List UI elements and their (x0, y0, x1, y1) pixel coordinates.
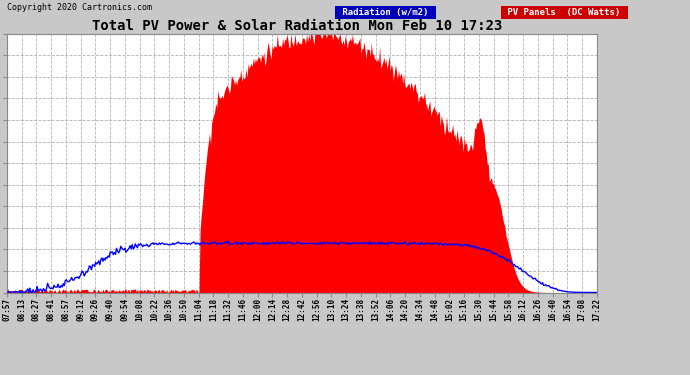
Text: Total PV Power & Solar Radiation Mon Feb 10 17:23: Total PV Power & Solar Radiation Mon Feb… (92, 19, 502, 33)
Text: Radiation (w/m2): Radiation (w/m2) (337, 8, 434, 17)
Text: PV Panels  (DC Watts): PV Panels (DC Watts) (502, 8, 626, 17)
Text: Copyright 2020 Cartronics.com: Copyright 2020 Cartronics.com (7, 3, 152, 12)
